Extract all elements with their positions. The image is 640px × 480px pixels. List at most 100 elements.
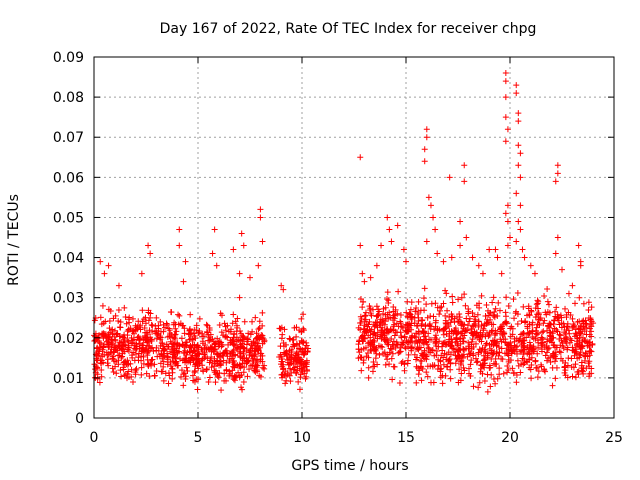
- data-point: [194, 386, 201, 393]
- data-point: [479, 370, 486, 377]
- data-point: [257, 206, 264, 213]
- data-point: [443, 290, 450, 297]
- data-point: [461, 367, 468, 374]
- data-point: [211, 226, 218, 233]
- data-point: [541, 317, 548, 324]
- data-point: [483, 340, 490, 347]
- data-point: [421, 285, 428, 292]
- data-point: [374, 335, 381, 342]
- data-point: [257, 350, 264, 357]
- data-point: [483, 302, 490, 309]
- data-point: [455, 352, 462, 359]
- data-point: [286, 360, 293, 367]
- data-point: [257, 356, 264, 363]
- data-point: [545, 301, 552, 308]
- data-point: [461, 178, 468, 185]
- data-point: [544, 298, 551, 305]
- data-point: [516, 337, 523, 344]
- data-point: [280, 286, 287, 293]
- data-point: [421, 146, 428, 153]
- data-point: [230, 311, 237, 318]
- data-point: [173, 328, 180, 335]
- data-point: [385, 341, 392, 348]
- data-point: [447, 375, 454, 382]
- data-point: [155, 347, 162, 354]
- data-point: [493, 349, 500, 356]
- data-point: [153, 327, 160, 334]
- data-point: [534, 350, 541, 357]
- data-point: [539, 329, 546, 336]
- data-point: [240, 378, 247, 385]
- data-point: [514, 343, 521, 350]
- data-point: [216, 338, 223, 345]
- data-point: [376, 351, 383, 358]
- data-point: [276, 354, 283, 361]
- data-point: [228, 326, 235, 333]
- data-point: [303, 373, 310, 380]
- data-point: [379, 344, 386, 351]
- data-point: [203, 366, 210, 373]
- data-point: [569, 315, 576, 322]
- data-point: [486, 309, 493, 316]
- data-point: [358, 334, 365, 341]
- data-point: [102, 318, 109, 325]
- data-point: [293, 324, 300, 331]
- data-point: [230, 363, 237, 370]
- data-point: [355, 341, 362, 348]
- data-point: [236, 374, 243, 381]
- data-point: [434, 250, 441, 257]
- data-point: [569, 324, 576, 331]
- data-point: [164, 354, 171, 361]
- data-point: [256, 324, 263, 331]
- data-point: [168, 309, 175, 316]
- data-point: [299, 338, 306, 345]
- data-point: [523, 334, 530, 341]
- data-point: [494, 254, 501, 261]
- data-point: [461, 291, 468, 298]
- data-point: [400, 246, 407, 253]
- data-point: [447, 366, 454, 373]
- data-point: [293, 359, 300, 366]
- data-point: [160, 377, 167, 384]
- data-point: [358, 354, 365, 361]
- data-point: [444, 307, 451, 314]
- data-point: [443, 351, 450, 358]
- data-point: [552, 375, 559, 382]
- data-point: [363, 353, 370, 360]
- data-point: [255, 346, 262, 353]
- data-point: [586, 339, 593, 346]
- data-point: [519, 246, 526, 253]
- y-tick-label: 0.03: [53, 291, 84, 307]
- data-point: [444, 363, 451, 370]
- data-point: [557, 342, 564, 349]
- data-point: [505, 302, 512, 309]
- data-point: [195, 365, 202, 372]
- data-point: [205, 331, 212, 338]
- data-point: [212, 379, 219, 386]
- data-point: [475, 332, 482, 339]
- data-point: [451, 328, 458, 335]
- data-point: [514, 290, 521, 297]
- data-point: [584, 342, 591, 349]
- data-point: [397, 320, 404, 327]
- data-point: [554, 234, 561, 241]
- data-point: [164, 358, 171, 365]
- data-point: [259, 309, 266, 316]
- data-point: [479, 270, 486, 277]
- data-point: [457, 335, 464, 342]
- data-point: [538, 361, 545, 368]
- data-point: [188, 354, 195, 361]
- data-point: [378, 242, 385, 249]
- data-point: [124, 370, 131, 377]
- data-point: [145, 361, 152, 368]
- data-point: [362, 309, 369, 316]
- data-point: [295, 378, 302, 385]
- data-point: [134, 326, 141, 333]
- data-point: [534, 374, 541, 381]
- data-point: [364, 327, 371, 334]
- data-point: [182, 258, 189, 265]
- data-point: [492, 305, 499, 312]
- data-point: [532, 357, 539, 364]
- data-point: [537, 315, 544, 322]
- data-point: [360, 345, 367, 352]
